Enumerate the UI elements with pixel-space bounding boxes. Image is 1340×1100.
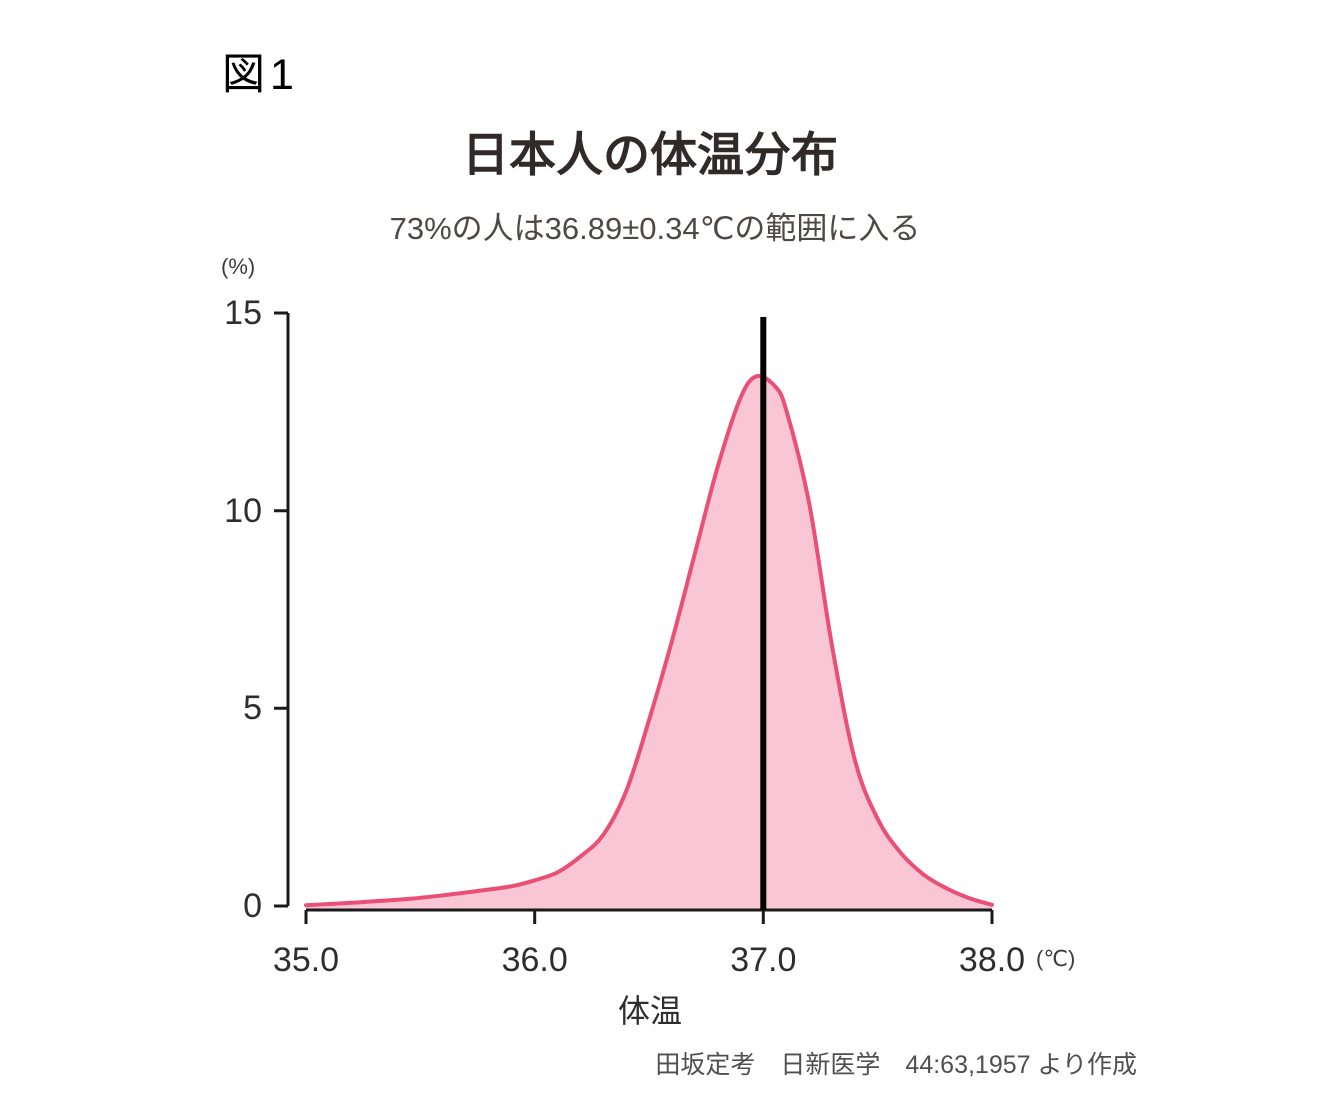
x-tick-label: 37.0	[730, 941, 797, 979]
y-tick-label: 15	[224, 294, 262, 332]
y-tick-label: 5	[243, 689, 262, 728]
y-tick-label: 0	[243, 887, 262, 925]
source-citation: 田坂定考 日新医学 44:63,1957 より作成	[655, 1051, 1137, 1079]
x-tick-label: 38.0	[958, 941, 1026, 979]
x-tick-label: 36.0	[501, 941, 568, 979]
x-tick-label: 35.0	[272, 941, 340, 979]
x-axis	[304, 908, 994, 924]
distribution-area	[306, 375, 992, 909]
distribution-curve	[304, 373, 994, 908]
y-tick-label: 10	[224, 491, 262, 530]
y-axis	[274, 311, 290, 908]
x-axis-unit-label: (℃)	[1036, 946, 1076, 971]
figure-number-label: 図1	[222, 51, 299, 99]
x-axis-title: 体温	[617, 993, 683, 1029]
chart-annotation-subtitle: 73%の人は36.89±0.34℃の範囲に入る	[389, 211, 921, 246]
y-axis-unit-label: (%)	[221, 254, 256, 279]
chart-title: 日本人の体温分布	[462, 128, 838, 181]
